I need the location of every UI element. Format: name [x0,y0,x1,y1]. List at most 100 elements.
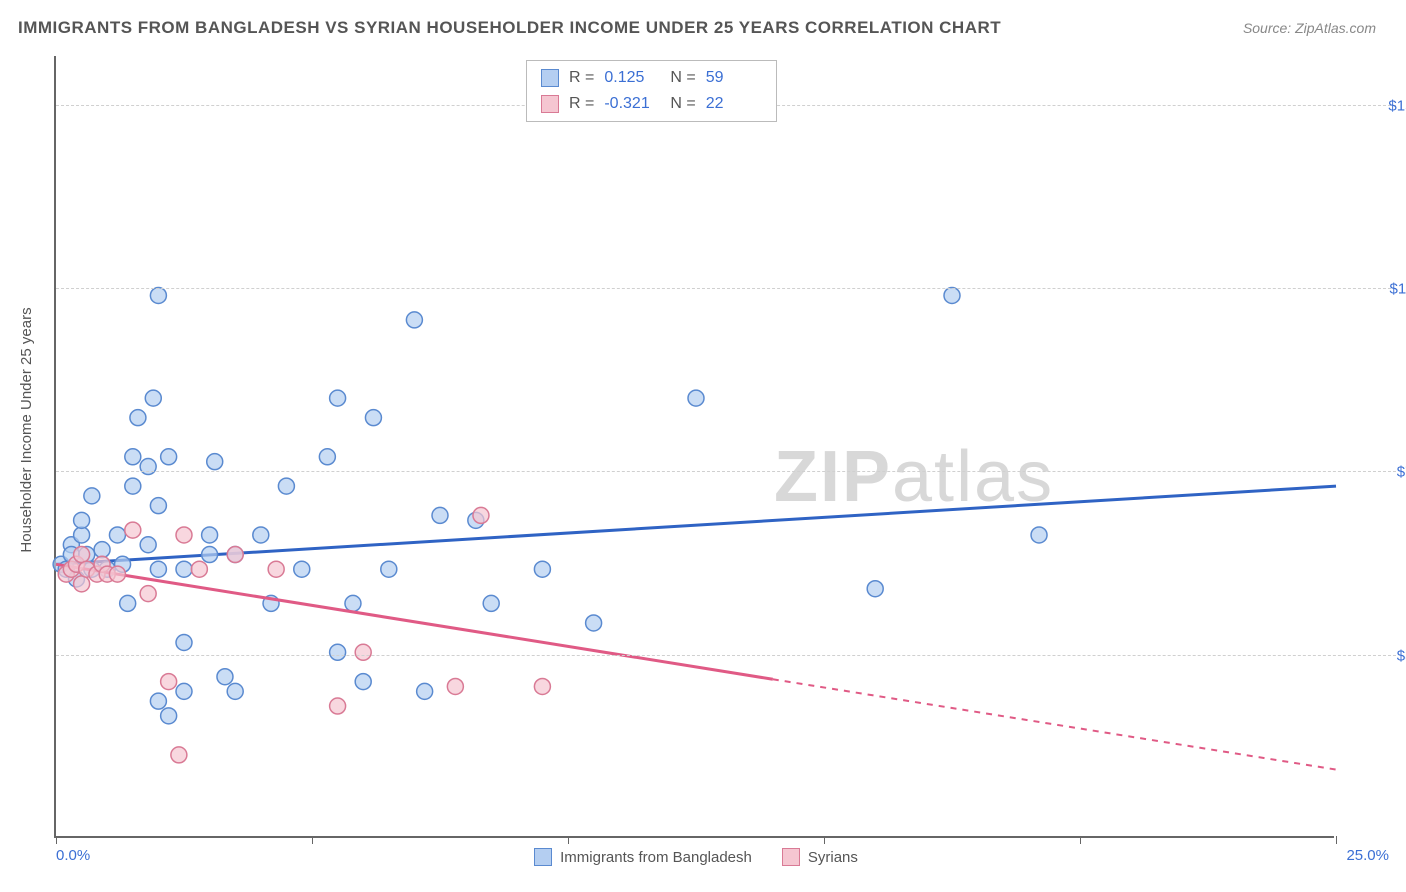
x-tick [824,836,825,844]
chart-container: ZIPatlas $37,500$75,000$112,500$150,000 … [54,56,1394,838]
legend-item-bangladesh: Immigrants from Bangladesh [534,848,752,866]
y-tick-label: $75,000 [1397,464,1406,481]
swatch-blue [534,848,552,866]
data-point [1031,527,1047,543]
data-point [202,527,218,543]
x-tick [1336,836,1337,844]
data-point [125,478,141,494]
data-point [161,674,177,690]
data-point [294,561,310,577]
scatter-svg [56,56,1336,838]
data-point [109,566,125,582]
data-point [74,527,90,543]
data-point [125,522,141,538]
data-point [268,561,284,577]
data-point [161,449,177,465]
data-point [150,498,166,514]
data-point [74,547,90,563]
gridline: $112,500 [56,288,1396,289]
data-point [534,678,550,694]
r-label-2: R = [569,91,594,117]
regression-line-dashed [773,679,1336,769]
r-label-1: R = [569,65,594,91]
n-label-2: N = [670,91,695,117]
data-point [150,693,166,709]
data-point [227,547,243,563]
legend-item-syrians: Syrians [782,848,858,866]
data-point [125,449,141,465]
x-tick [1080,836,1081,844]
n-label-1: N = [670,65,695,91]
data-point [74,576,90,592]
data-point [688,390,704,406]
data-point [120,595,136,611]
gridline: $75,000 [56,471,1396,472]
data-point [330,390,346,406]
y-tick-label: $37,500 [1397,647,1406,664]
stats-legend: R = 0.125 N = 59 R = -0.321 N = 22 [526,60,777,122]
data-point [150,561,166,577]
legend-label-bangladesh: Immigrants from Bangladesh [560,849,752,866]
data-point [355,674,371,690]
data-point [473,507,489,523]
data-point [381,561,397,577]
data-point [330,698,346,714]
gridline: $37,500 [56,655,1396,656]
data-point [944,287,960,303]
legend-bottom: Immigrants from Bangladesh Syrians [56,848,1336,866]
data-point [74,512,90,528]
stats-row-syrians: R = -0.321 N = 22 [541,91,762,117]
y-axis-label: Householder Income Under 25 years [18,307,35,552]
data-point [191,561,207,577]
data-point [176,561,192,577]
chart-title: IMMIGRANTS FROM BANGLADESH VS SYRIAN HOU… [18,18,1001,38]
plot-area: $37,500$75,000$112,500$150,000 0.0% 25.0… [54,56,1334,838]
data-point [84,488,100,504]
data-point [145,390,161,406]
data-point [330,644,346,660]
regression-line [56,564,773,679]
data-point [534,561,550,577]
legend-label-syrians: Syrians [808,849,858,866]
n-value-2: 22 [706,91,762,117]
data-point [202,547,218,563]
data-point [140,537,156,553]
r-value-1: 0.125 [604,65,660,91]
data-point [176,635,192,651]
data-point [140,586,156,602]
y-tick-label: $112,500 [1390,281,1406,298]
data-point [365,410,381,426]
data-point [217,669,233,685]
swatch-pink-icon [541,95,559,113]
data-point [867,581,883,597]
data-point [432,507,448,523]
data-point [355,644,371,660]
data-point [150,287,166,303]
data-point [406,312,422,328]
data-point [417,683,433,699]
data-point [483,595,499,611]
data-point [586,615,602,631]
data-point [227,683,243,699]
data-point [176,683,192,699]
data-point [130,410,146,426]
swatch-blue-icon [541,69,559,87]
data-point [319,449,335,465]
n-value-1: 59 [706,65,762,91]
source-attribution: Source: ZipAtlas.com [1243,20,1376,36]
x-tick [568,836,569,844]
data-point [176,527,192,543]
header: IMMIGRANTS FROM BANGLADESH VS SYRIAN HOU… [0,0,1406,48]
data-point [171,747,187,763]
data-point [345,595,361,611]
r-value-2: -0.321 [604,91,660,117]
data-point [94,542,110,558]
swatch-pink [782,848,800,866]
x-tick [56,836,57,844]
stats-row-bangladesh: R = 0.125 N = 59 [541,65,762,91]
data-point [109,527,125,543]
data-point [447,678,463,694]
data-point [207,454,223,470]
regression-line [56,486,1336,564]
y-tick-label: $150,000 [1388,97,1406,114]
